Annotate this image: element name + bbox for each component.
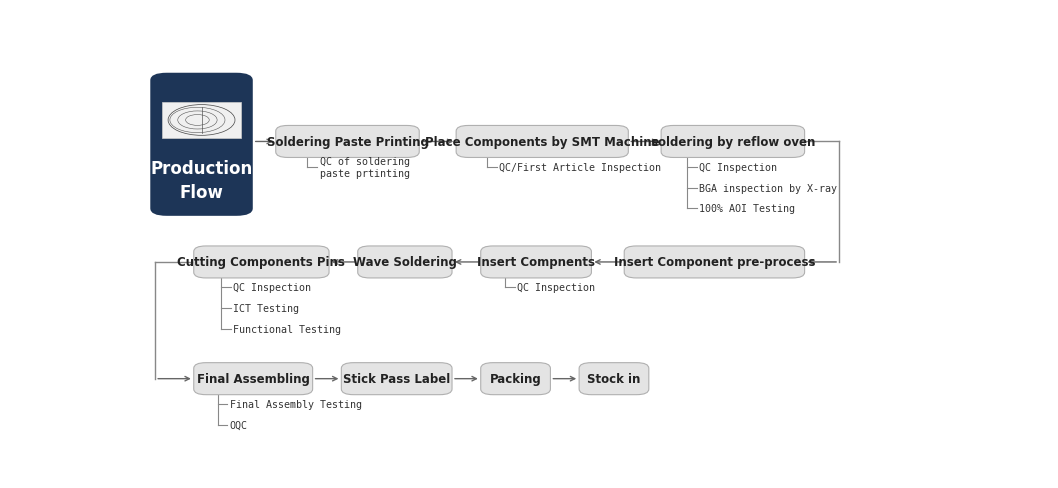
Text: QC/First Article Inspection: QC/First Article Inspection bbox=[499, 163, 661, 173]
Text: Insert Compnents: Insert Compnents bbox=[477, 256, 595, 269]
Text: ICT Testing: ICT Testing bbox=[233, 304, 299, 313]
FancyBboxPatch shape bbox=[194, 363, 313, 395]
FancyBboxPatch shape bbox=[342, 363, 452, 395]
Text: 100% AOI Testing: 100% AOI Testing bbox=[699, 204, 796, 214]
FancyBboxPatch shape bbox=[661, 126, 805, 158]
Text: QC Inspection: QC Inspection bbox=[517, 283, 596, 293]
Text: Insert Component pre-process: Insert Component pre-process bbox=[614, 256, 815, 269]
FancyBboxPatch shape bbox=[276, 126, 419, 158]
Text: QC Inspection: QC Inspection bbox=[233, 283, 311, 293]
Text: QC of soldering
paste prtinting: QC of soldering paste prtinting bbox=[320, 156, 409, 179]
Text: Final Assembly Testing: Final Assembly Testing bbox=[230, 399, 362, 409]
FancyBboxPatch shape bbox=[579, 363, 649, 395]
Text: QC Inspection: QC Inspection bbox=[699, 163, 778, 173]
Text: Stock in: Stock in bbox=[587, 372, 641, 386]
Text: soldering by reflow oven: soldering by reflow oven bbox=[651, 136, 815, 149]
Text: Packing: Packing bbox=[490, 372, 542, 386]
FancyBboxPatch shape bbox=[194, 246, 329, 278]
Text: Soldering Paste Printing: Soldering Paste Printing bbox=[267, 136, 428, 149]
Text: Functional Testing: Functional Testing bbox=[233, 324, 341, 334]
FancyBboxPatch shape bbox=[456, 126, 628, 158]
Text: Production
Flow: Production Flow bbox=[150, 160, 253, 202]
Text: Place Components by SMT Machine: Place Components by SMT Machine bbox=[425, 136, 659, 149]
FancyBboxPatch shape bbox=[480, 246, 591, 278]
Text: BGA inspection by X-ray: BGA inspection by X-ray bbox=[699, 183, 837, 193]
FancyBboxPatch shape bbox=[150, 74, 253, 216]
Text: Wave Soldering: Wave Soldering bbox=[353, 256, 457, 269]
Text: Stick Pass Label: Stick Pass Label bbox=[343, 372, 451, 386]
Text: Cutting Components Pins: Cutting Components Pins bbox=[178, 256, 345, 269]
FancyBboxPatch shape bbox=[162, 102, 241, 139]
FancyBboxPatch shape bbox=[358, 246, 452, 278]
FancyBboxPatch shape bbox=[480, 363, 550, 395]
Text: OQC: OQC bbox=[230, 420, 248, 430]
Text: Final Assembling: Final Assembling bbox=[197, 372, 310, 386]
FancyBboxPatch shape bbox=[624, 246, 805, 278]
